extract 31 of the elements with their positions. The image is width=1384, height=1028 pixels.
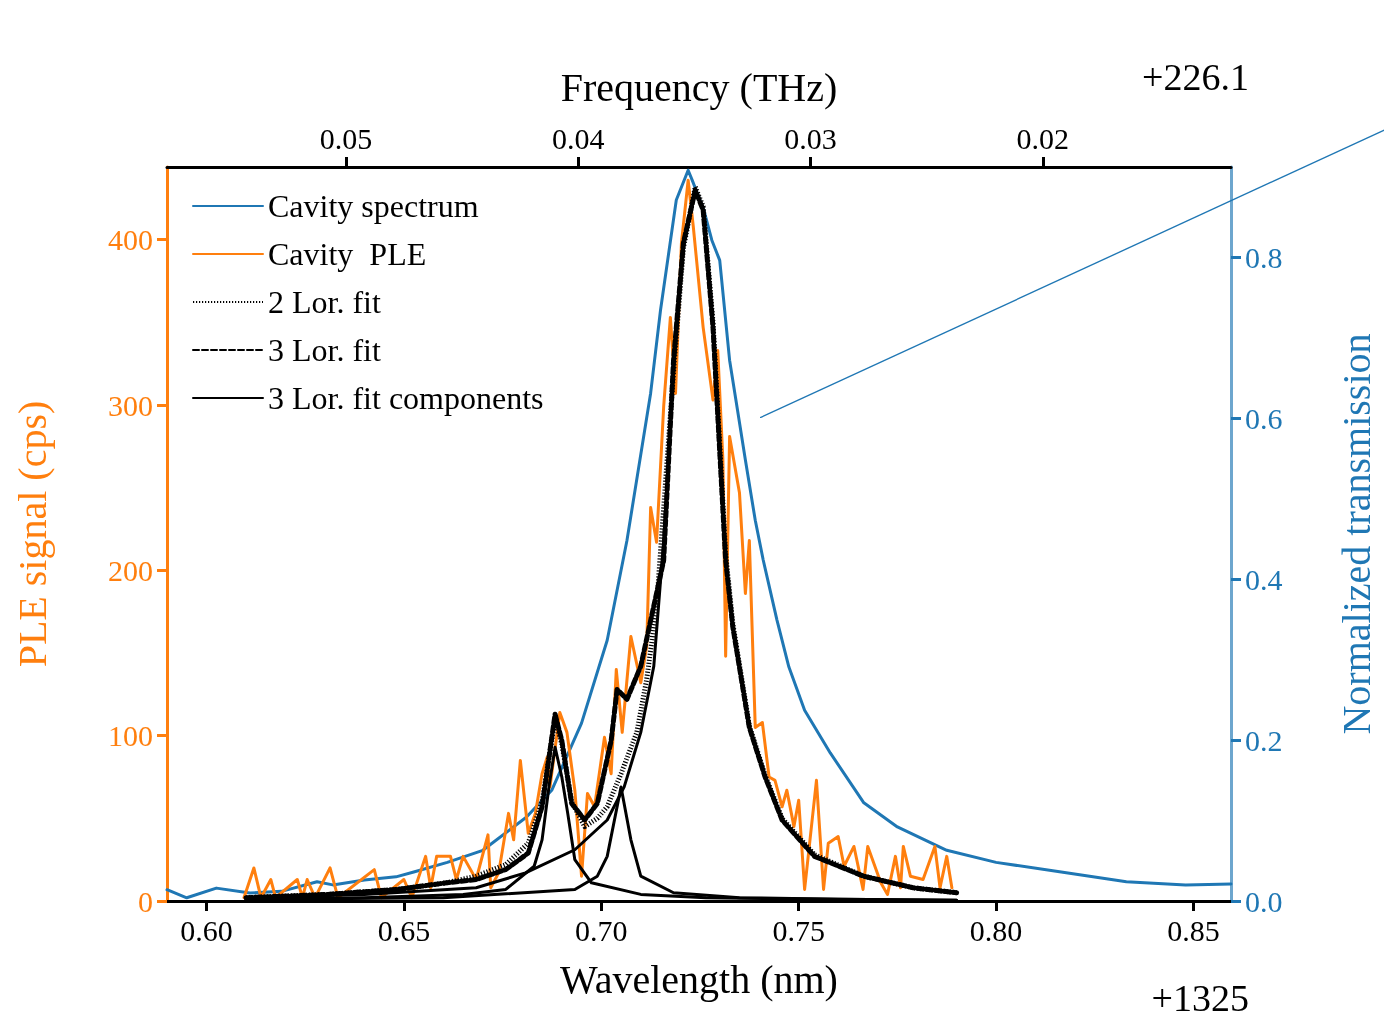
legend-label: 3 Lor. fit	[268, 332, 381, 368]
y-tick-label: 100	[108, 719, 153, 753]
y2-tick-label: 0.0	[1245, 884, 1283, 918]
x-axis-title: Wavelength (nm)	[560, 956, 838, 1002]
legend-label: Cavity PLE	[268, 236, 427, 272]
y2-tick-label: 0.4	[1245, 562, 1283, 596]
x2-tick-label: 0.02	[1016, 121, 1070, 155]
x-tick-label: 0.85	[1167, 913, 1220, 947]
y2-tick-label: 0.8	[1245, 240, 1283, 274]
y-tick-label: 400	[108, 223, 153, 257]
text: +226.1	[1142, 56, 1250, 98]
legend-label: 2 Lor. fit	[268, 284, 381, 320]
x-tick-label: 0.70	[575, 913, 628, 947]
y-tick-label: 0	[138, 884, 153, 918]
y-tick-label: 300	[108, 388, 153, 422]
x2-axis-title: Frequency (THz)	[560, 64, 838, 110]
x-tick-label: 0.80	[969, 913, 1023, 947]
y2-axis-title: Normalized transmission	[1333, 333, 1379, 735]
x2-tick-label: 0.04	[551, 121, 605, 155]
y-axis-title: PLE signal (cps)	[9, 400, 55, 668]
y2-tick-label: 0.6	[1245, 401, 1283, 435]
x-tick-label: 0.65	[377, 913, 431, 947]
y2-tick-label: 0.2	[1245, 723, 1283, 757]
legend-label: Cavity spectrum	[268, 188, 479, 224]
x2-tick-label: 0.05	[319, 121, 373, 155]
legend-label: 3 Lor. fit components	[268, 380, 544, 416]
text: +1325	[1151, 977, 1250, 1019]
x2-tick-label: 0.03	[784, 121, 837, 155]
x-tick-label: 0.60	[180, 913, 233, 947]
y-tick-label: 200	[108, 553, 153, 587]
x-tick-label: 0.75	[772, 913, 825, 947]
